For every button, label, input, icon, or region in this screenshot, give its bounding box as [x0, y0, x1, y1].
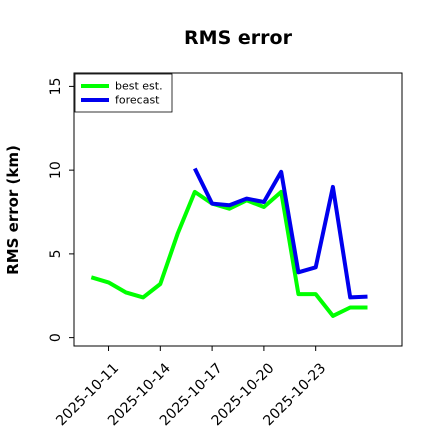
y-tick-label: 5	[48, 249, 64, 258]
legend: best est.forecast	[74, 73, 173, 113]
legend-box	[74, 73, 173, 113]
y-axis-label: RMS error (km)	[4, 145, 22, 275]
legend-label: forecast	[115, 94, 160, 107]
plot-area: 0510152025-10-112025-10-142025-10-172025…	[48, 72, 403, 429]
y-tick-label: 10	[48, 161, 64, 179]
y-tick-label: 0	[48, 333, 64, 342]
y-tick-label: 15	[48, 77, 64, 95]
series-line-forecast	[193, 167, 368, 300]
series-line-best-est	[90, 189, 368, 318]
legend-label: best est.	[115, 80, 163, 93]
chart-title: RMS error	[184, 27, 293, 49]
plot-frame	[73, 72, 403, 347]
